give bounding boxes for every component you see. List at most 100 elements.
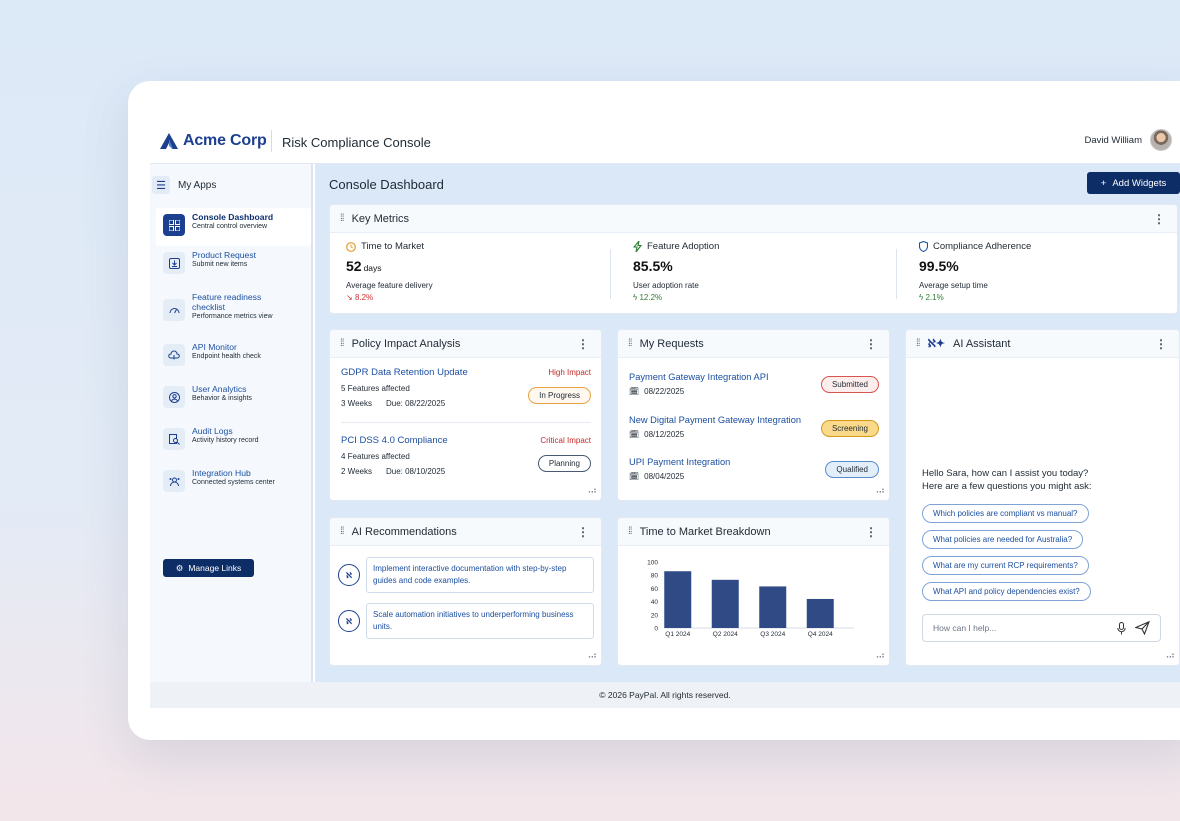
recommendation-item[interactable]: ℵ Scale automation initiatives to underp… [338, 603, 594, 639]
sidebar-item-title: API Monitor [192, 342, 237, 352]
suggested-question[interactable]: What API and policy dependencies exist? [922, 582, 1091, 601]
calendar-icon: 🗓 [629, 430, 640, 439]
drag-handle-icon[interactable]: ⁞⁞ [340, 338, 344, 349]
sidebar-item-title: Product Request [192, 250, 257, 260]
more-options-icon[interactable]: ⋮ [577, 525, 589, 539]
brand-logo[interactable]: Acme Corp [160, 132, 267, 150]
ai-sparkle-icon: ℵ [338, 564, 360, 586]
manage-links-label: Manage Links [188, 563, 242, 573]
suggested-question[interactable]: What are my current RCP requirements? [922, 556, 1089, 575]
sidebar-item-product-request[interactable]: Product Request Submit new items [156, 246, 311, 288]
recommendation-item[interactable]: ℵ Implement interactive documentation wi… [338, 557, 594, 593]
bar[interactable] [664, 571, 692, 628]
status-badge: In Progress [528, 387, 591, 404]
user-menu[interactable]: David William [1084, 129, 1172, 151]
drag-handle-icon[interactable]: ⁞⁞ [916, 338, 920, 349]
header-divider [271, 130, 272, 152]
sidebar-item-integration-hub[interactable]: Integration Hub Connected systems center [156, 464, 311, 506]
metric-value: 85.5% [633, 258, 673, 274]
manage-links-button[interactable]: ⚙ Manage Links [163, 559, 254, 577]
bar[interactable] [806, 598, 834, 628]
resize-handle-icon[interactable]: ⠠⠴ [584, 650, 597, 660]
status-badge: Planning [537, 455, 591, 472]
metric-label: Time to Market [361, 241, 424, 252]
sidebar-item-console-dashboard[interactable]: Console Dashboard Central control overvi… [156, 208, 311, 246]
status-badge: Qualified [825, 461, 879, 478]
bar[interactable] [759, 586, 787, 628]
send-icon[interactable] [1135, 621, 1150, 635]
sidebar-item-subtitle: Endpoint health check [192, 353, 261, 360]
policy-duration: 2 Weeks [341, 467, 372, 476]
sidebar-item-title: Integration Hub [192, 468, 251, 478]
resize-handle-icon[interactable]: ⠠⠴ [872, 485, 885, 495]
sidebar-item-user-analytics[interactable]: User Analytics Behavior & insights [156, 380, 311, 422]
suggested-question[interactable]: What policies are needed for Australia? [922, 530, 1084, 549]
sidebar-item-title: User Analytics [192, 384, 247, 394]
drag-handle-icon[interactable]: ⁞⁞ [340, 213, 344, 224]
status-badge: Submitted [820, 376, 879, 393]
request-item[interactable]: UPI Payment Integration 🗓 08/04/2025 Qual… [629, 457, 879, 481]
metric-value: 52 [346, 258, 362, 274]
bolt-icon [633, 241, 642, 252]
more-options-icon[interactable]: ⋮ [1155, 337, 1167, 351]
policy-item[interactable]: PCI DSS 4.0 Compliance Critical Impact 4… [341, 435, 591, 476]
sidebar-item-subtitle: Activity history record [192, 437, 259, 444]
sidebar-item-subtitle: Connected systems center [192, 479, 275, 486]
metric-label: Feature Adoption [647, 241, 720, 252]
more-options-icon[interactable]: ⋮ [865, 337, 877, 351]
drag-handle-icon[interactable]: ⁞⁞ [340, 526, 344, 537]
sidebar-item-title: Audit Logs [192, 426, 233, 436]
microphone-icon[interactable] [1117, 622, 1126, 635]
avatar[interactable] [1150, 129, 1172, 151]
app-shell: Acme Corp Risk Compliance Console David … [150, 120, 1180, 710]
shield-icon [919, 241, 928, 252]
sidebar-item-subtitle: Performance metrics view [192, 313, 273, 320]
sidebar-item-title: Feature readiness [192, 292, 262, 302]
policy-title[interactable]: PCI DSS 4.0 Compliance [341, 435, 448, 446]
drag-handle-icon[interactable]: ⁞⁞ [628, 526, 632, 537]
request-item[interactable]: Payment Gateway Integration API 🗓 08/22/2… [629, 372, 879, 396]
suggested-question[interactable]: Which policies are compliant vs manual? [922, 504, 1089, 523]
policy-due-date: Due: 08/10/2025 [385, 467, 446, 476]
document-search-icon [163, 428, 185, 450]
ai-chat-input-box [922, 614, 1161, 642]
sidebar-item-audit-logs[interactable]: Audit Logs Activity history record [156, 422, 311, 464]
request-title[interactable]: UPI Payment Integration [629, 457, 731, 467]
card-header: ⁞⁞ Time to Market Breakdown [618, 518, 889, 546]
request-date: 08/12/2025 [644, 430, 685, 439]
ai-chat-input[interactable] [933, 621, 1103, 635]
calendar-icon: 🗓 [629, 472, 640, 481]
metric-delta: 8.2% [354, 293, 374, 302]
bar-chart: 100 80 60 40 20 0 Q1 2024 Q2 2024 Q3 2024 Q4 2024 [647, 560, 854, 638]
sidebar-item-feature-readiness[interactable]: Feature readiness checklist Performance … [156, 288, 311, 338]
features-affected: 4 Features affected [341, 452, 410, 461]
policy-item[interactable]: GDPR Data Retention Update High Impact 5… [341, 367, 591, 408]
drag-handle-icon[interactable]: ⁞⁞ [628, 338, 632, 349]
policy-title[interactable]: GDPR Data Retention Update [341, 367, 468, 378]
request-title[interactable]: Payment Gateway Integration API [629, 372, 769, 382]
add-widgets-button[interactable]: + Add Widgets [1087, 172, 1180, 194]
more-options-icon[interactable]: ⋮ [865, 525, 877, 539]
hamburger-menu-icon[interactable]: ☰ [152, 176, 170, 194]
more-options-icon[interactable]: ⋮ [577, 337, 589, 351]
impact-label: High Impact [548, 368, 591, 377]
user-name: David William [1084, 134, 1142, 146]
resize-handle-icon[interactable]: ⠠⠴ [872, 650, 885, 660]
card-title: AI Recommendations [351, 525, 457, 538]
resize-handle-icon[interactable]: ⠠⠴ [584, 485, 597, 495]
policy-due-date: Due: 08/22/2025 [385, 399, 446, 408]
x-tick-label: Q1 2024 [665, 631, 690, 638]
request-title[interactable]: New Digital Payment Gateway Integration [629, 415, 802, 425]
y-tick-label: 40 [651, 599, 659, 606]
sidebar-item-api-monitor[interactable]: API Monitor Endpoint health check [156, 338, 311, 380]
more-options-icon[interactable]: ⋮ [1153, 212, 1165, 226]
metric-description: Average setup time [919, 281, 988, 290]
cloud-icon [163, 344, 185, 366]
status-badge: Screening [820, 420, 879, 437]
acme-logo-icon [160, 133, 178, 149]
resize-handle-icon[interactable]: ⠠⠴ [1162, 650, 1175, 660]
y-tick-label: 60 [651, 586, 659, 593]
request-item[interactable]: New Digital Payment Gateway Integration … [629, 415, 879, 439]
policy-impact-card: ⁞⁞ Policy Impact Analysis ⋮ GDPR Data Re… [329, 329, 602, 501]
bar[interactable] [711, 579, 739, 628]
